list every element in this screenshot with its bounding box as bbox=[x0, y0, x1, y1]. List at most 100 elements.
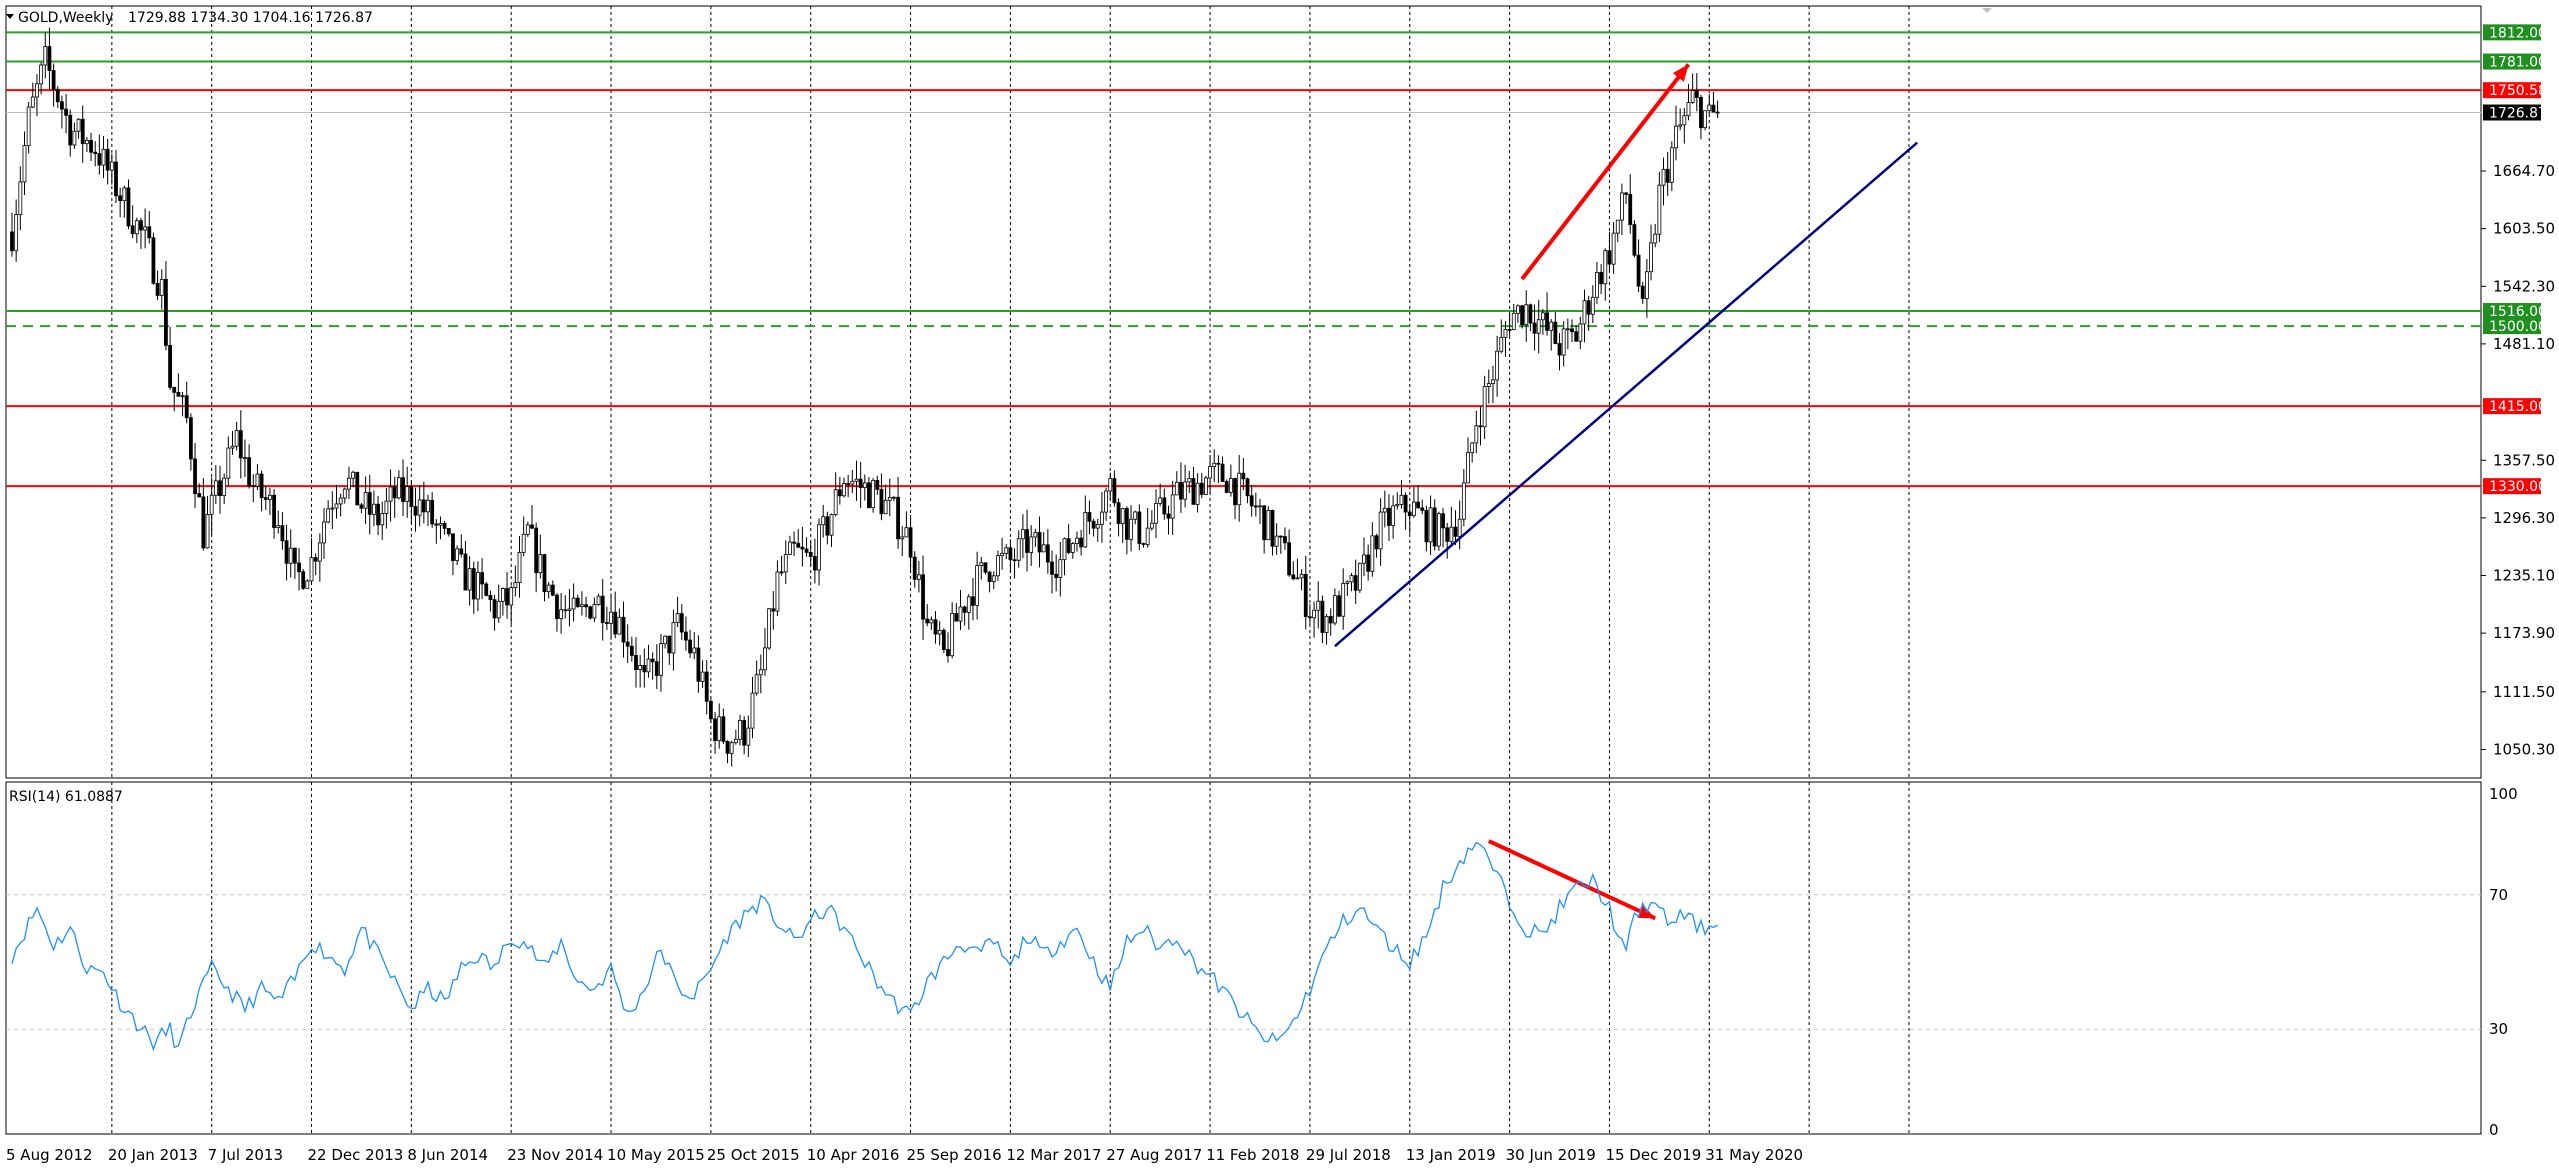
candle-body bbox=[97, 153, 102, 166]
candle-body bbox=[738, 720, 742, 740]
candle-body bbox=[1482, 386, 1487, 428]
candle-body bbox=[1091, 520, 1096, 529]
rsi-series bbox=[11, 841, 1718, 1052]
candle-body bbox=[1008, 547, 1013, 561]
candle-body bbox=[1129, 518, 1133, 540]
candle-body bbox=[164, 278, 168, 346]
candle-body bbox=[376, 503, 380, 526]
candle-body bbox=[484, 583, 489, 596]
level-label-text: 1415.00 bbox=[2489, 399, 2547, 415]
candle-body bbox=[197, 493, 202, 498]
trendline[interactable] bbox=[1334, 141, 1919, 648]
candle-body bbox=[842, 483, 846, 497]
candle-body bbox=[679, 613, 684, 633]
symbol-label: GOLD,Weekly bbox=[18, 10, 113, 26]
candle-body bbox=[1636, 254, 1641, 287]
candle-body bbox=[1137, 511, 1142, 544]
candle-body bbox=[629, 645, 634, 656]
candle-body bbox=[147, 226, 152, 239]
candle-body bbox=[1711, 104, 1716, 113]
candle-body bbox=[667, 635, 672, 654]
candle-body bbox=[222, 477, 227, 497]
candle-body bbox=[26, 106, 31, 147]
candle-body bbox=[1466, 452, 1470, 484]
candle-body bbox=[1149, 522, 1154, 529]
horizontal-levels[interactable] bbox=[6, 31, 2481, 488]
chart-header[interactable]: GOLD,Weekly 1729.88 1734.30 1704.16 1726… bbox=[6, 8, 1992, 26]
candle-body bbox=[209, 494, 214, 515]
candle-body bbox=[1694, 90, 1699, 98]
rsi-arrow[interactable] bbox=[1487, 839, 1657, 921]
candle-body bbox=[1565, 328, 1570, 331]
candle-body bbox=[1690, 90, 1695, 103]
candle-body bbox=[1416, 501, 1420, 509]
candle-body bbox=[259, 473, 264, 498]
candle-body bbox=[971, 596, 975, 606]
candle-body bbox=[84, 139, 89, 145]
candle-body bbox=[742, 720, 747, 746]
candle-body bbox=[134, 220, 139, 235]
candle-body bbox=[779, 571, 784, 574]
candle-body bbox=[900, 536, 905, 540]
candle-body bbox=[118, 195, 123, 202]
candle-body bbox=[64, 108, 68, 116]
candle-body bbox=[854, 478, 859, 482]
candle-body bbox=[1312, 609, 1316, 619]
candle-body bbox=[405, 486, 410, 502]
candle-body bbox=[1491, 379, 1495, 385]
candle-body bbox=[18, 181, 23, 216]
candle-body bbox=[101, 148, 106, 166]
level-label-box bbox=[2483, 303, 2541, 320]
time-axis[interactable]: 5 Aug 2012 20 Jan 2013 7 Jul 2013 22 Dec 20… bbox=[6, 1146, 1803, 1164]
triangle-down-icon[interactable] bbox=[6, 14, 14, 19]
price-axis[interactable]: 1664.70 1603.50 1542.30 1481.10 1357.50 1296.… bbox=[2481, 162, 2555, 758]
candle-body bbox=[713, 718, 717, 741]
time-tick-label: 15 Dec 2019 bbox=[1605, 1146, 1701, 1164]
candle-body bbox=[1599, 271, 1604, 285]
price-arrow[interactable] bbox=[1520, 63, 1691, 281]
candle-body bbox=[367, 492, 372, 515]
scroll-marker-icon[interactable] bbox=[1982, 8, 1992, 13]
candle-body bbox=[421, 499, 426, 513]
candle-body bbox=[983, 562, 988, 573]
candle-body bbox=[538, 554, 543, 574]
candle-body bbox=[1669, 147, 1674, 183]
candle-body bbox=[1050, 561, 1054, 575]
candle-body bbox=[642, 664, 647, 673]
candle-body bbox=[825, 516, 830, 536]
candle-body bbox=[1278, 535, 1283, 538]
candle-body bbox=[292, 547, 297, 564]
candle-body bbox=[617, 616, 622, 635]
candle-body bbox=[1087, 512, 1092, 522]
candle-body bbox=[1474, 425, 1479, 444]
level-label-text: 1726.87 bbox=[2489, 106, 2547, 122]
candle-body bbox=[1632, 224, 1637, 256]
candle-body bbox=[850, 480, 855, 485]
candle-body bbox=[476, 572, 480, 600]
candle-body bbox=[858, 478, 863, 488]
candle-body bbox=[521, 533, 526, 553]
candle-body bbox=[1457, 518, 1462, 537]
time-tick-label: 11 Feb 2018 bbox=[1206, 1146, 1299, 1164]
candle-body bbox=[243, 457, 247, 460]
candle-body bbox=[1332, 595, 1337, 624]
candle-body bbox=[517, 551, 522, 584]
candle-body bbox=[1291, 574, 1296, 580]
candle-body bbox=[322, 521, 326, 544]
candle-body bbox=[1283, 536, 1287, 544]
candle-body bbox=[962, 606, 967, 613]
time-tick-label: 30 Jun 2019 bbox=[1506, 1146, 1596, 1164]
candle-body bbox=[1112, 478, 1117, 504]
level-label-box bbox=[2483, 398, 2541, 415]
candle-body bbox=[555, 594, 559, 620]
candle-body bbox=[1540, 312, 1545, 321]
candle-body bbox=[908, 527, 913, 558]
chart-drawings[interactable] bbox=[1334, 63, 1919, 921]
candle-body bbox=[122, 187, 127, 202]
candle-body bbox=[746, 727, 751, 746]
candle-body bbox=[1004, 547, 1009, 554]
rsi-axis[interactable]: 100 70 30 0 bbox=[2489, 785, 2518, 1139]
candle-body bbox=[1070, 543, 1075, 553]
candle-body bbox=[238, 430, 243, 459]
